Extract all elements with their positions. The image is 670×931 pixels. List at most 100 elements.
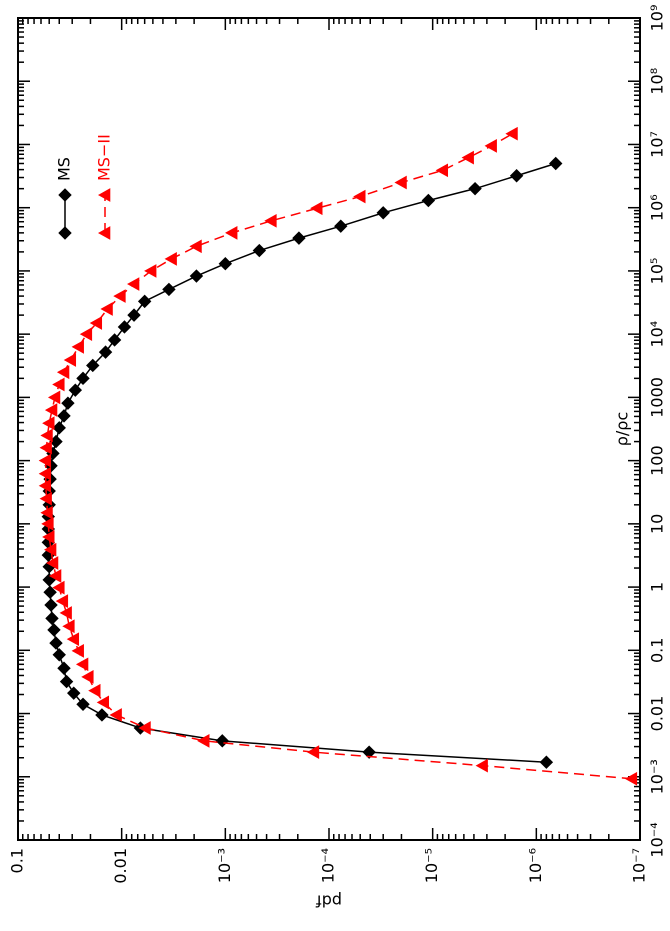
plot-area: ρ/ρc pdf 10⁻⁴ 10⁻³ 0.01 0.1 1 10 100 1000 10⁴ 10⁵… bbox=[8, 5, 667, 911]
x-tick-label: 100 bbox=[648, 445, 667, 476]
marker bbox=[75, 657, 89, 672]
marker bbox=[421, 193, 436, 208]
marker bbox=[52, 580, 65, 595]
marker bbox=[218, 257, 233, 271]
marker bbox=[40, 428, 53, 443]
marker bbox=[624, 771, 638, 786]
marker bbox=[162, 282, 176, 297]
marker bbox=[76, 697, 90, 712]
marker bbox=[47, 390, 61, 405]
marker bbox=[44, 598, 58, 612]
legend-marker bbox=[97, 226, 111, 240]
marker bbox=[100, 302, 113, 316]
marker bbox=[79, 327, 93, 342]
marker bbox=[39, 491, 52, 506]
marker bbox=[164, 252, 177, 266]
marker bbox=[113, 289, 126, 303]
marker bbox=[47, 623, 61, 637]
marker bbox=[59, 606, 72, 620]
marker bbox=[71, 339, 84, 354]
x-tick-label: 10⁴ bbox=[648, 321, 667, 348]
marker bbox=[334, 219, 348, 233]
legend-marker bbox=[97, 188, 111, 202]
marker bbox=[49, 434, 63, 449]
marker bbox=[68, 383, 83, 397]
marker bbox=[62, 619, 75, 634]
x-tick-label: 10⁶ bbox=[648, 194, 667, 221]
y-tick-label: 10⁻⁷ bbox=[630, 848, 649, 883]
y-tick-label: 10⁻⁶ bbox=[526, 848, 545, 883]
marker bbox=[57, 661, 71, 675]
x-tick-label: 1 bbox=[648, 582, 667, 592]
marker bbox=[189, 269, 204, 283]
marker bbox=[435, 163, 449, 178]
marker bbox=[41, 516, 54, 531]
marker bbox=[52, 421, 66, 435]
marker bbox=[468, 181, 482, 196]
y-tick-label: 0.01 bbox=[111, 848, 130, 884]
marker bbox=[353, 189, 366, 204]
x-tick-label: 0.1 bbox=[648, 638, 667, 663]
y-tick-label: 10⁻⁵ bbox=[422, 848, 441, 883]
marker bbox=[197, 733, 210, 748]
marker bbox=[252, 243, 267, 258]
marker bbox=[52, 377, 65, 392]
marker bbox=[292, 231, 306, 245]
marker bbox=[57, 409, 71, 423]
marker bbox=[144, 264, 157, 278]
marker bbox=[67, 686, 81, 700]
legend-marker bbox=[58, 226, 72, 240]
marker bbox=[44, 403, 58, 417]
marker bbox=[44, 542, 57, 557]
marker bbox=[55, 594, 69, 608]
marker bbox=[48, 569, 62, 583]
series-line bbox=[47, 162, 556, 763]
marker bbox=[109, 708, 122, 722]
marker bbox=[38, 478, 52, 493]
marker bbox=[61, 396, 75, 410]
marker bbox=[126, 277, 140, 291]
marker bbox=[138, 721, 151, 735]
marker bbox=[56, 365, 70, 380]
legend-marker bbox=[58, 188, 72, 202]
marker bbox=[509, 169, 524, 183]
legend-label: MS bbox=[55, 157, 74, 181]
x-tick-label: 10⁻³ bbox=[648, 759, 667, 794]
x-tick-label: 10 bbox=[648, 514, 667, 534]
marker bbox=[39, 440, 52, 455]
marker bbox=[45, 556, 59, 570]
marker bbox=[42, 416, 55, 431]
marker bbox=[117, 320, 132, 334]
x-tick-label: 10⁷ bbox=[648, 131, 667, 158]
marker bbox=[189, 239, 202, 254]
marker bbox=[310, 201, 323, 216]
y-tick-label: 0.1 bbox=[8, 848, 27, 873]
marker bbox=[484, 139, 497, 153]
marker bbox=[306, 745, 320, 760]
x-tick-label: 10⁹ bbox=[648, 5, 667, 32]
y-axis-label: pdf bbox=[316, 892, 342, 911]
marker bbox=[505, 126, 518, 141]
marker bbox=[89, 316, 103, 330]
marker bbox=[461, 150, 474, 165]
marker bbox=[49, 636, 63, 650]
marker bbox=[38, 453, 52, 468]
x-axis-label: ρ/ρc bbox=[613, 412, 632, 447]
marker bbox=[63, 353, 77, 367]
x-tick-label: 1000 bbox=[648, 377, 667, 418]
marker bbox=[40, 505, 53, 520]
x-tick-label: 10⁵ bbox=[648, 258, 667, 285]
marker bbox=[42, 573, 56, 587]
marker bbox=[42, 530, 55, 544]
marker bbox=[549, 156, 563, 171]
y-tick-label: 10⁻⁴ bbox=[319, 848, 338, 883]
marker bbox=[59, 674, 74, 689]
marker bbox=[107, 333, 122, 347]
marker bbox=[43, 585, 57, 599]
marker bbox=[88, 683, 101, 698]
marker bbox=[225, 226, 238, 240]
marker bbox=[127, 308, 141, 322]
x-tick-label: 0.01 bbox=[648, 696, 667, 732]
